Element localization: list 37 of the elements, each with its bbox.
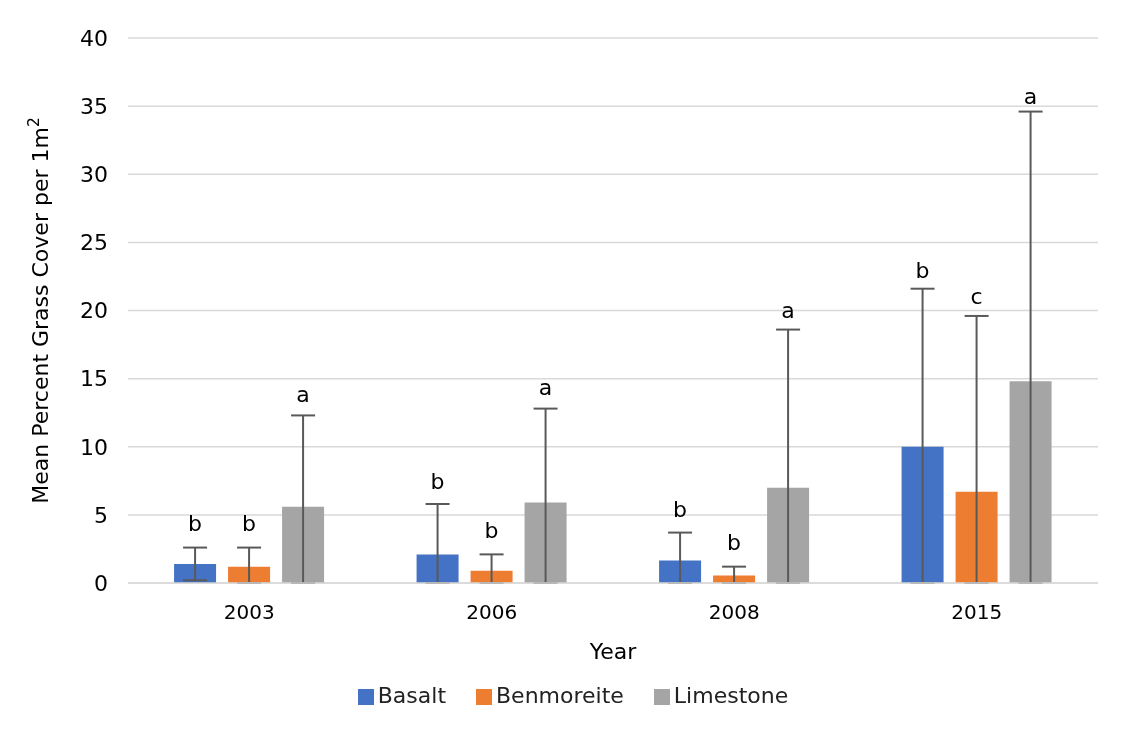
x-axis-title: Year [588,638,638,664]
bar [524,502,567,583]
bar [767,487,810,583]
x-tick-label: 2006 [466,600,518,625]
annotation: c [970,284,983,310]
bar [1009,381,1052,583]
y-tick-label: 0 [94,570,108,596]
y-tick-label: 25 [80,230,108,256]
x-tick-label: 2003 [223,600,275,625]
legend-label: Basalt [377,683,447,708]
y-tick-label: 10 [80,434,108,460]
annotation: b [915,257,930,283]
bar [955,491,998,583]
bar [282,506,325,583]
y-tick-label: 20 [80,298,108,324]
annotation: b [727,529,742,555]
bar [416,554,459,583]
y-tick-label: 15 [80,366,108,392]
annotation: b [484,517,499,543]
y-tick-label: 5 [94,502,108,528]
legend-label: Benmoreite [496,683,624,708]
annotation: b [430,468,445,494]
y-tick-label: 35 [80,93,108,119]
bar [659,560,702,583]
annotation: a [1023,84,1038,110]
annotation: a [781,297,795,323]
annotation: b [673,496,688,522]
annotation: a [296,381,310,407]
annotation: a [538,375,553,401]
annotation: b [188,511,203,537]
bar [901,446,944,583]
x-tick-label: 2008 [708,600,760,625]
y-tick-label: 30 [80,162,108,188]
x-tick-label: 2015 [951,600,1003,625]
legend-label: Limestone [673,683,789,708]
annotation: b [242,511,257,537]
y-tick-label: 40 [80,25,108,51]
